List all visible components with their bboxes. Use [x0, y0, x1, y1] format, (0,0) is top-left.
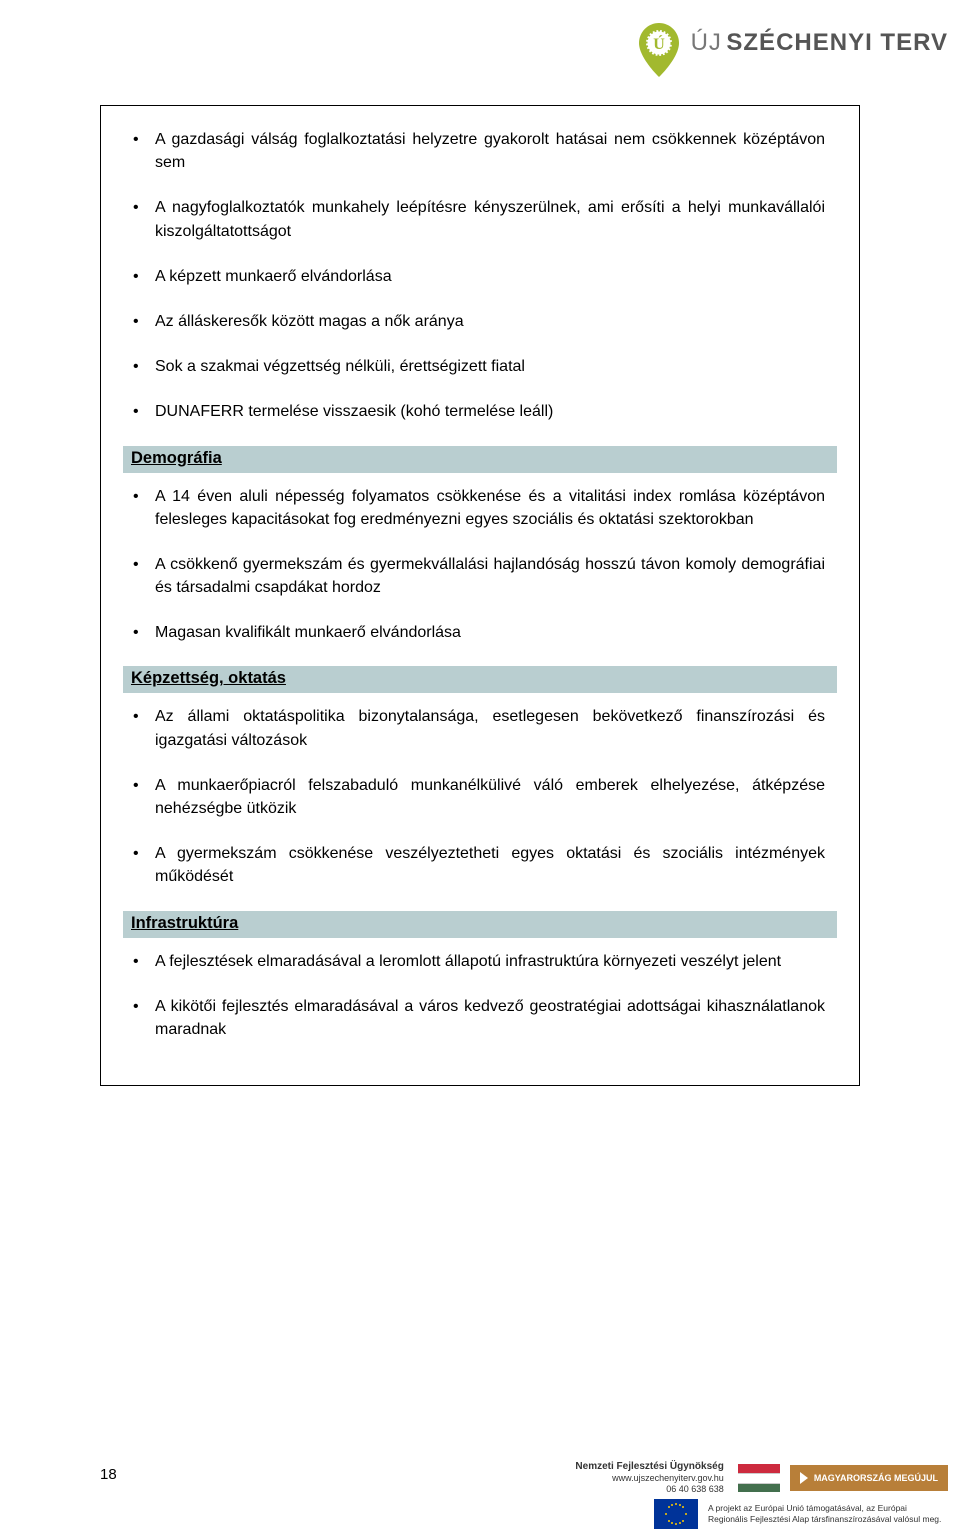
list-item: A gazdasági válság foglalkoztatási helyz… [155, 128, 829, 174]
header-brand: Ú ÚJ SZÉCHENYI TERV [0, 0, 960, 86]
arrow-icon [800, 1472, 808, 1484]
list-item: DUNAFERR termelése visszaesik (kohó term… [155, 400, 829, 423]
section-heading: Demográfia [123, 446, 837, 473]
brand-text: ÚJ SZÉCHENYI TERV [691, 29, 948, 57]
list-item: Az álláskeresők között magas a nők arány… [155, 310, 829, 333]
section-heading: Képzettség, oktatás [123, 666, 837, 693]
nfu-info: Nemzeti Fejlesztési Ügynökség www.ujszec… [575, 1461, 727, 1495]
list-item: A 14 éven aluli népesség folyamatos csök… [155, 485, 829, 531]
list-item: Sok a szakmai végzettség nélküli, éretts… [155, 355, 829, 378]
eu-cofinance-text: A projekt az Európai Unió támogatásával,… [708, 1503, 948, 1524]
list-item: A csökkenő gyermekszám és gyermekvállalá… [155, 553, 829, 599]
bullet-list: A 14 éven aluli népesség folyamatos csök… [131, 485, 829, 645]
nfu-phone: 06 40 638 638 [575, 1484, 723, 1495]
footer-row-top: Nemzeti Fejlesztési Ügynökség www.ujszec… [575, 1461, 948, 1495]
list-item: A gyermekszám csökkenése veszélyeztethet… [155, 842, 829, 888]
content-box: A gazdasági válság foglalkoztatási helyz… [100, 105, 860, 1086]
brand-name: SZÉCHENYI TERV [726, 29, 948, 56]
list-item: A nagyfoglalkoztatók munkahely leépítésr… [155, 196, 829, 242]
bullet-list: A fejlesztések elmaradásával a leromlott… [131, 950, 829, 1042]
svg-text:Ú: Ú [653, 34, 665, 53]
list-item: A kikötői fejlesztés elmaradásával a vár… [155, 995, 829, 1041]
nfu-title: Nemzeti Fejlesztési Ügynökség [575, 1461, 723, 1473]
eu-flag-icon [654, 1499, 698, 1529]
bullet-list: A gazdasági válság foglalkoztatási helyz… [131, 128, 829, 424]
flag-stripe [738, 1464, 780, 1473]
list-item: Magasan kvalifikált munkaerő elvándorlás… [155, 621, 829, 644]
flag-stripe [738, 1484, 780, 1493]
list-item: A fejlesztések elmaradásával a leromlott… [155, 950, 829, 973]
hungary-flag-icon [738, 1464, 780, 1492]
megujul-text: MAGYARORSZÁG MEGÚJUL [814, 1473, 938, 1483]
szechenyi-marker-icon: Ú [639, 23, 679, 63]
list-item: A munkaerőpiacról felszabaduló munkanélk… [155, 774, 829, 820]
megujul-badge: MAGYARORSZÁG MEGÚJUL [790, 1465, 948, 1491]
brand-prefix: ÚJ [691, 29, 722, 56]
nfu-url: www.ujszechenyiterv.gov.hu [575, 1473, 723, 1484]
list-item: Az állami oktatáspolitika bizonytalanság… [155, 705, 829, 751]
page-number: 18 [100, 1466, 117, 1483]
list-item: A képzett munkaerő elvándorlása [155, 265, 829, 288]
flag-stripe [738, 1473, 780, 1484]
section-heading: Infrastruktúra [123, 911, 837, 938]
footer: Nemzeti Fejlesztési Ügynökség www.ujszec… [575, 1461, 948, 1529]
bullet-list: Az állami oktatáspolitika bizonytalanság… [131, 705, 829, 888]
footer-row-bottom: A projekt az Európai Unió támogatásával,… [654, 1499, 948, 1529]
